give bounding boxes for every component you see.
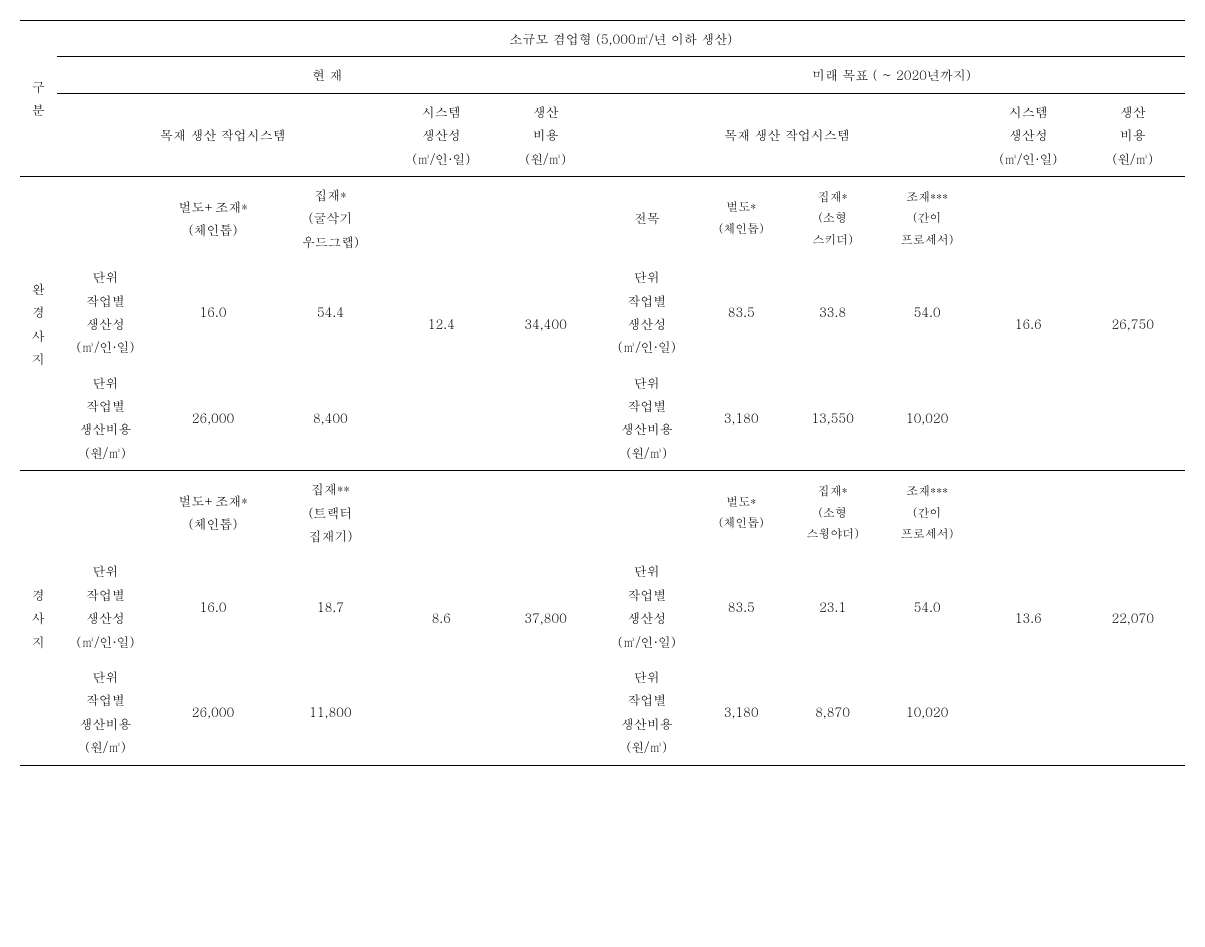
t2-empty-method [57, 471, 155, 554]
t2-fut-prod2: 23.1 [787, 553, 878, 659]
t1-cur-cost2: 8,400 [272, 365, 389, 471]
t1-prod-label: 단위 작업별 생산성 (㎥/인·일) [57, 259, 155, 365]
table-title: 소규모 겸업형 (5,000㎥/년 이하 생산) [57, 21, 1185, 57]
t2-fut-syscost: 22,070 [1080, 471, 1185, 765]
t2-cur-syscost: 37,800 [493, 471, 597, 765]
t1-fut-cost2: 13,550 [787, 365, 878, 471]
t2-fut-cost2: 8,870 [787, 659, 878, 765]
t2-fut-sysprod: 13.6 [976, 471, 1080, 765]
t1-fut-sysprod: 16.6 [976, 176, 1080, 470]
t1-cur-sysprod: 12.4 [389, 176, 493, 470]
t2-fut-empty-method [598, 471, 696, 554]
t2-cur-cost1: 26,000 [154, 659, 271, 765]
t2-cur-prod1: 16.0 [154, 553, 271, 659]
t2-fut-col1-head: 벌도* (체인톱) [696, 471, 787, 554]
t2-fut-cost3: 10,020 [878, 659, 976, 765]
data-table: 구분 소규모 겸업형 (5,000㎥/년 이하 생산) 현 재 미래 목표 ( … [20, 20, 1185, 766]
t1-fut-col3-head: 조재*** (간이 프로세서) [878, 176, 976, 259]
t2-cur-prod2: 18.7 [272, 553, 389, 659]
t2-fut-cost1: 3,180 [696, 659, 787, 765]
subhead-productivity-current: 시스템 생산성 (㎥/인·일) [389, 93, 493, 176]
t1-cost-label: 단위 작업별 생산비용 (원/㎥) [57, 365, 155, 471]
t1-fut-syscost: 26,750 [1080, 176, 1185, 470]
t2-cur-col1-head: 벌도+조재* (체인톱) [154, 471, 271, 554]
t1-empty-method [57, 176, 155, 259]
t1-cur-cost1: 26,000 [154, 365, 271, 471]
t1-cur-col1-head: 벌도+조재* (체인톱) [154, 176, 271, 259]
t1-cur-prod1: 16.0 [154, 259, 271, 365]
subhead-system-current: 목재 생산 작업시스템 [57, 93, 390, 176]
t2-fut-prod3: 54.0 [878, 553, 976, 659]
terrain1-label: 완경사지 [20, 176, 57, 470]
t1-fut-col1-head: 벌도* (체인톱) [696, 176, 787, 259]
t2-fut-cost-label: 단위 작업별 생산비용 (원/㎥) [598, 659, 696, 765]
t1-fut-prod2: 33.8 [787, 259, 878, 365]
t2-cur-cost2: 11,800 [272, 659, 389, 765]
terrain2-label: 경사지 [20, 471, 57, 765]
t1-fut-col2-head: 집재* (소형 스키더) [787, 176, 878, 259]
subhead-cost-future: 생산 비용 (원/㎥) [1080, 93, 1185, 176]
t1-fut-cost-label: 단위 작업별 생산비용 (원/㎥) [598, 365, 696, 471]
t1-fut-method: 전목 [598, 176, 696, 259]
t1-fut-cost1: 3,180 [696, 365, 787, 471]
t1-cur-col2-head: 집재* (굴삭기 우드그랩) [272, 176, 389, 259]
t2-prod-label: 단위 작업별 생산성 (㎥/인·일) [57, 553, 155, 659]
subhead-cost-current: 생산 비용 (원/㎥) [493, 93, 597, 176]
t2-fut-prod1: 83.5 [696, 553, 787, 659]
section-current: 현 재 [57, 57, 598, 93]
rowhead: 구분 [20, 21, 57, 177]
subhead-productivity-future: 시스템 생산성 (㎥/인·일) [976, 93, 1080, 176]
t2-fut-prod-label: 단위 작업별 생산성 (㎥/인·일) [598, 553, 696, 659]
t2-cost-label: 단위 작업별 생산비용 (원/㎥) [57, 659, 155, 765]
t2-fut-col3-head: 조재*** (간이 프로세서) [878, 471, 976, 554]
t1-fut-prod3: 54.0 [878, 259, 976, 365]
subhead-system-future: 목재 생산 작업시스템 [598, 93, 976, 176]
t1-fut-cost3: 10,020 [878, 365, 976, 471]
t1-fut-prod1: 83.5 [696, 259, 787, 365]
section-future: 미래 목표 ( ~ 2020년까지) [598, 57, 1185, 93]
t2-fut-col2-head: 집재* (소형 스윙야더) [787, 471, 878, 554]
t1-cur-prod2: 54.4 [272, 259, 389, 365]
t2-cur-col2-head: 집재** (트랙터 집재기) [272, 471, 389, 554]
t1-cur-syscost: 34,400 [493, 176, 597, 470]
t2-cur-sysprod: 8.6 [389, 471, 493, 765]
t1-fut-prod-label: 단위 작업별 생산성 (㎥/인·일) [598, 259, 696, 365]
